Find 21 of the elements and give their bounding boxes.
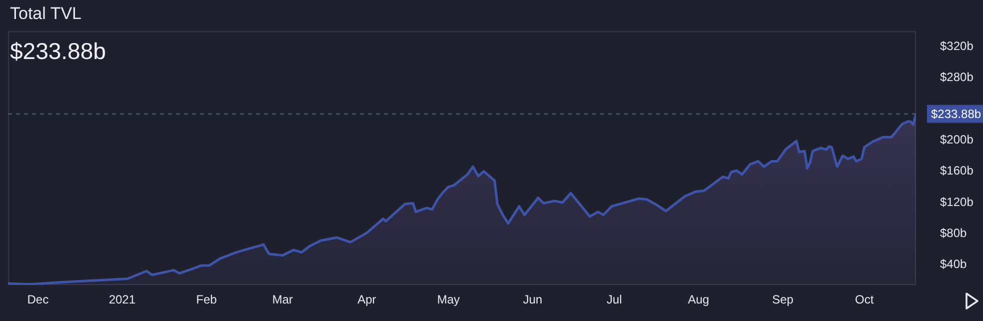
- chart-subtitle: $233.88b: [10, 38, 106, 65]
- y-tick-label: $80b: [940, 226, 968, 240]
- x-tick-label: Feb: [196, 292, 218, 307]
- x-tick-label: Jun: [523, 292, 542, 307]
- y-tick-label: $120b: [940, 194, 974, 209]
- x-tick-label: Jul: [606, 292, 622, 307]
- y-tick-label: $40b: [940, 257, 968, 272]
- y-tick-label: $200b: [940, 132, 974, 147]
- x-tick-label: Mar: [272, 292, 293, 307]
- x-tick-label: Oct: [855, 292, 874, 307]
- ref-line-label: $233.88b: [931, 107, 982, 122]
- x-tick-label: Sep: [772, 292, 794, 307]
- x-tick-label: May: [437, 292, 460, 307]
- x-tick-label: Dec: [27, 292, 49, 307]
- chart-title: Total TVL: [10, 4, 82, 24]
- x-tick-label: Aug: [688, 292, 710, 307]
- y-tick-label: $280b: [940, 70, 974, 84]
- y-tick-label: $320b: [940, 39, 974, 54]
- x-tick-label: 2021: [108, 292, 136, 307]
- y-tick-label: $160b: [940, 164, 974, 178]
- x-tick-label: Apr: [358, 292, 376, 307]
